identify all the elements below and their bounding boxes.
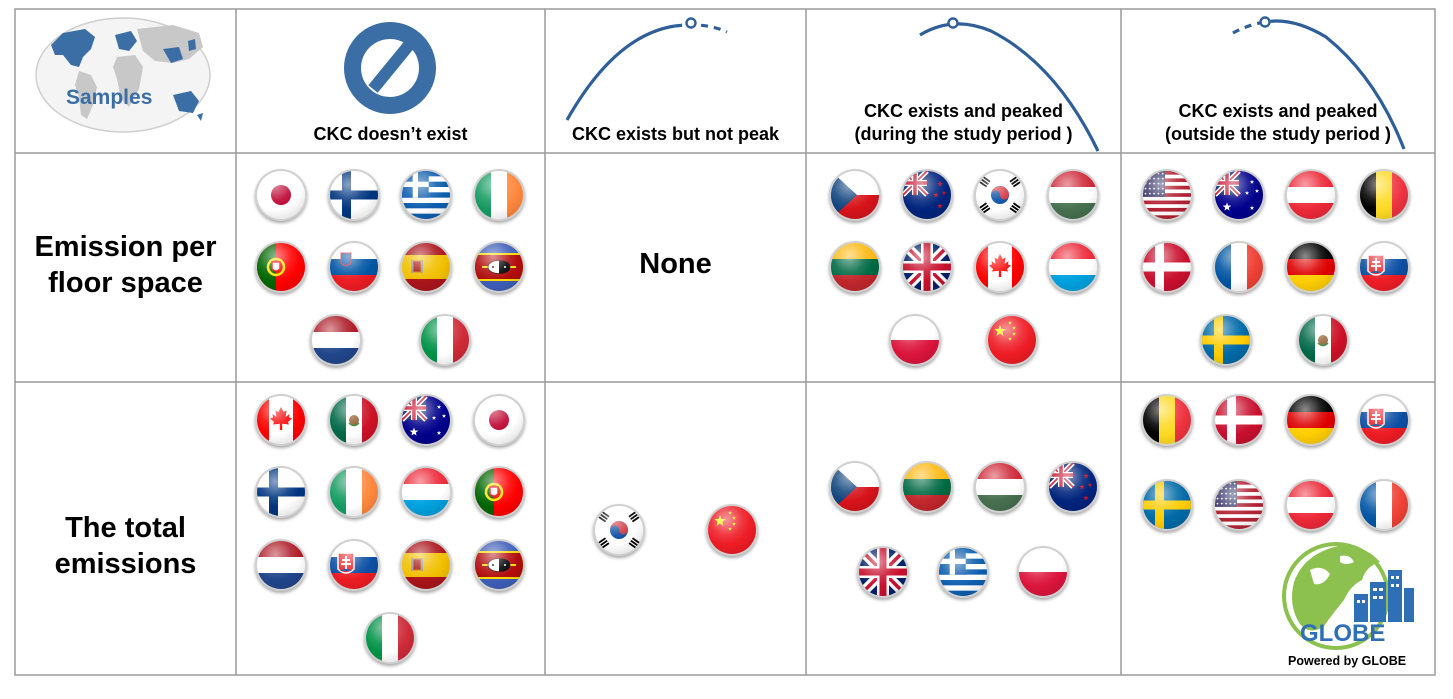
flag-poland-icon: [1019, 548, 1067, 596]
world-map-icon: [35, 17, 211, 133]
flag-italy-icon: [421, 316, 469, 364]
flag-sweden-icon: [1202, 316, 1250, 364]
peaked-curve-outside-icon: [1232, 16, 1406, 150]
flag-south-korea-icon: [976, 171, 1024, 219]
flag-czechia-icon: [831, 171, 879, 219]
flag-australia-icon: [1215, 171, 1263, 219]
flag-eswatini-icon: [475, 541, 523, 589]
flag-spain-icon: [402, 541, 450, 589]
flag-japan-icon: [475, 396, 523, 444]
flag-hungary-icon: [1049, 171, 1097, 219]
flag-new-zealand-icon: [903, 171, 951, 219]
flag-hungary-icon: [976, 463, 1024, 511]
flag-slovenia-icon: [330, 243, 378, 291]
flag-denmark-icon: [1215, 396, 1263, 444]
flag-greece-icon: [939, 548, 987, 596]
flag-mexico-icon: [1299, 316, 1347, 364]
peaked-curve-during-icon: [919, 17, 1100, 152]
column-header-peaked-during: CKC exists and peaked (during the study …: [854, 101, 1073, 144]
column-header-not-peak: CKC exists but not peak: [571, 124, 780, 144]
flag-portugal-icon: [257, 243, 305, 291]
flag-luxembourg-icon: [1049, 243, 1097, 291]
powered-by-text: Powered by GLOBE: [1288, 654, 1407, 668]
flag-lithuania-icon: [903, 463, 951, 511]
flag-belgium-icon: [1360, 171, 1408, 219]
flag-eswatini-icon: [475, 243, 523, 291]
flag-lithuania-icon: [831, 243, 879, 291]
flag-germany-icon: [1287, 243, 1335, 291]
flag-canada-icon: [976, 243, 1024, 291]
flag-new-zealand-icon: [1049, 463, 1097, 511]
flag-france-icon: [1215, 243, 1263, 291]
flag-france-icon: [1360, 481, 1408, 529]
flag-austria-icon: [1287, 171, 1335, 219]
flag-china-icon: [708, 506, 756, 554]
flag-belgium-icon: [1143, 396, 1191, 444]
flag-mexico-icon: [330, 396, 378, 444]
samples-label: Samples: [66, 86, 153, 109]
prohibited-icon: [344, 22, 436, 114]
globe-logo-name: GLOBE: [1300, 620, 1386, 647]
flag-luxembourg-icon: [402, 468, 450, 516]
flag-canada-icon: [257, 396, 305, 444]
flag-japan-icon: [257, 171, 305, 219]
flag-denmark-icon: [1143, 243, 1191, 291]
flag-china-icon: [988, 316, 1036, 364]
flag-greece-icon: [402, 171, 450, 219]
flag-germany-icon: [1287, 396, 1335, 444]
flag-italy-icon: [366, 614, 414, 662]
flag-south-korea-icon: [595, 506, 643, 554]
flag-united-states-icon: [1143, 171, 1191, 219]
flag-netherlands-icon: [257, 541, 305, 589]
rising-curve-icon: [565, 17, 728, 121]
flag-slovakia-icon: [1360, 243, 1408, 291]
flag-finland-icon: [257, 468, 305, 516]
flag-ireland-icon: [330, 468, 378, 516]
flag-spain-icon: [402, 243, 450, 291]
flag-finland-icon: [330, 171, 378, 219]
none-label: None: [639, 248, 712, 280]
flag-australia-icon: [402, 396, 450, 444]
flag-slovakia-icon: [1360, 396, 1408, 444]
flag-ireland-icon: [475, 171, 523, 219]
flag-czechia-icon: [831, 463, 879, 511]
flag-united-kingdom-icon: [859, 548, 907, 596]
flag-portugal-icon: [475, 468, 523, 516]
flag-united-states-icon: [1215, 481, 1263, 529]
flag-netherlands-icon: [312, 316, 360, 364]
flag-slovakia-icon: [330, 541, 378, 589]
flag-sweden-icon: [1143, 481, 1191, 529]
column-header-no-ckc: CKC doesn’t exist: [313, 124, 468, 144]
globe-logo: [1282, 542, 1414, 650]
flag-poland-icon: [891, 316, 939, 364]
flag-austria-icon: [1287, 481, 1335, 529]
row-label-floor-space: Emission per floor space: [34, 231, 217, 299]
flag-united-kingdom-icon: [903, 243, 951, 291]
row-label-total-emissions: The total emissions: [54, 512, 197, 580]
column-header-peaked-outside: CKC exists and peaked (outside the study…: [1164, 101, 1391, 144]
